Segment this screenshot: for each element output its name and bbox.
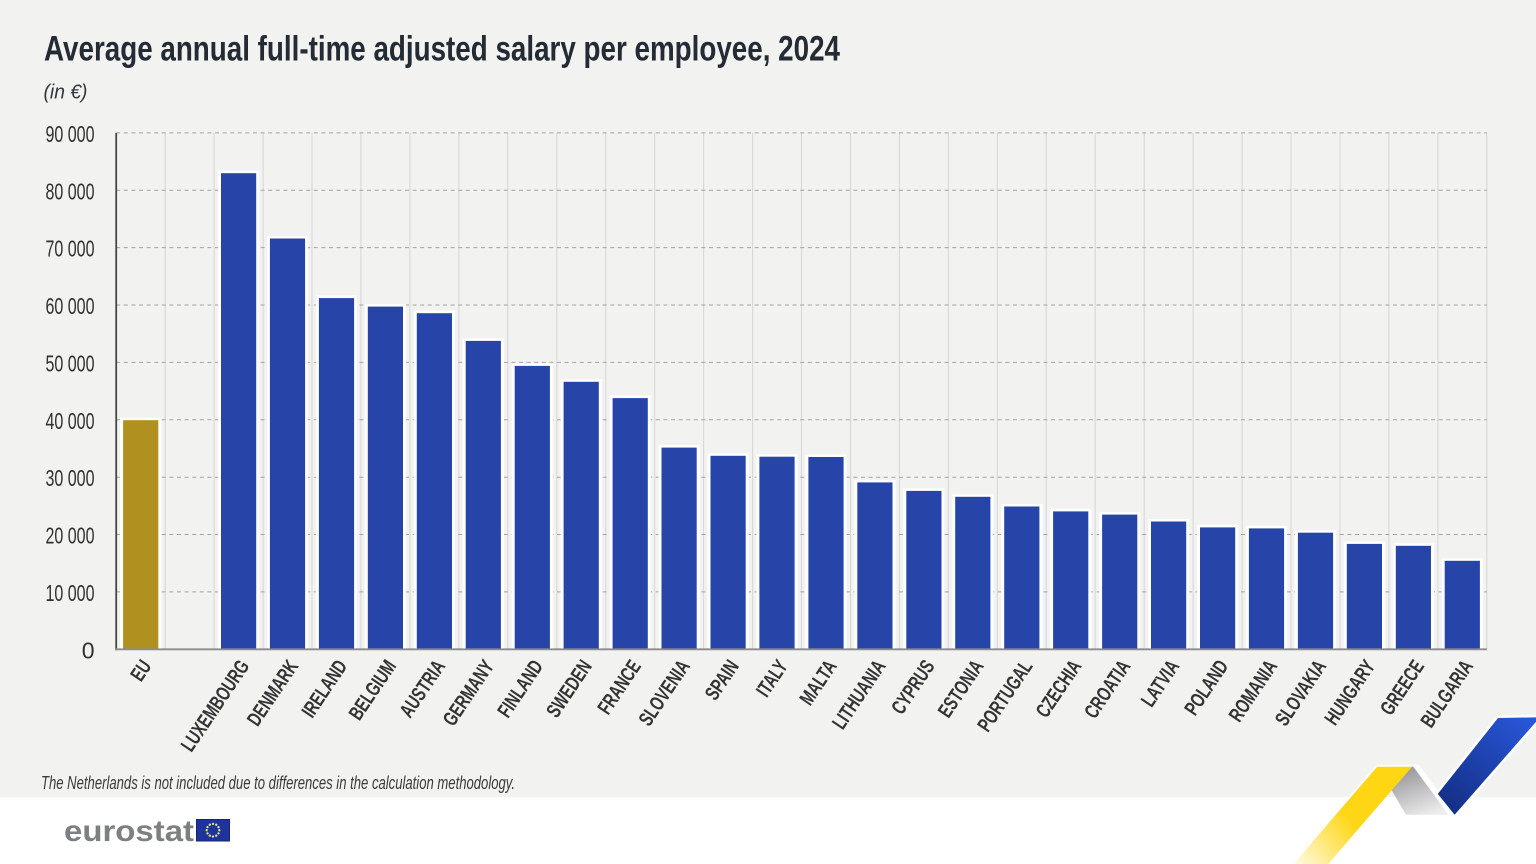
svg-text:50 000: 50 000: [46, 350, 95, 376]
svg-text:30 000: 30 000: [46, 465, 95, 491]
svg-text:40 000: 40 000: [46, 408, 95, 434]
svg-text:10 000: 10 000: [46, 580, 95, 606]
svg-text:80 000: 80 000: [46, 178, 95, 204]
svg-text:90 000: 90 000: [46, 121, 95, 147]
svg-text:(in €): (in €): [44, 82, 88, 104]
svg-text:60 000: 60 000: [46, 293, 95, 319]
svg-text:20 000: 20 000: [46, 523, 95, 549]
svg-text:0: 0: [82, 637, 95, 663]
svg-text:eurostat: eurostat: [64, 815, 194, 848]
svg-text:Average annual full-time adjus: Average annual full-time adjusted salary…: [44, 30, 840, 69]
svg-text:70 000: 70 000: [46, 236, 95, 262]
svg-text:The Netherlands is not include: The Netherlands is not included due to d…: [41, 773, 515, 793]
